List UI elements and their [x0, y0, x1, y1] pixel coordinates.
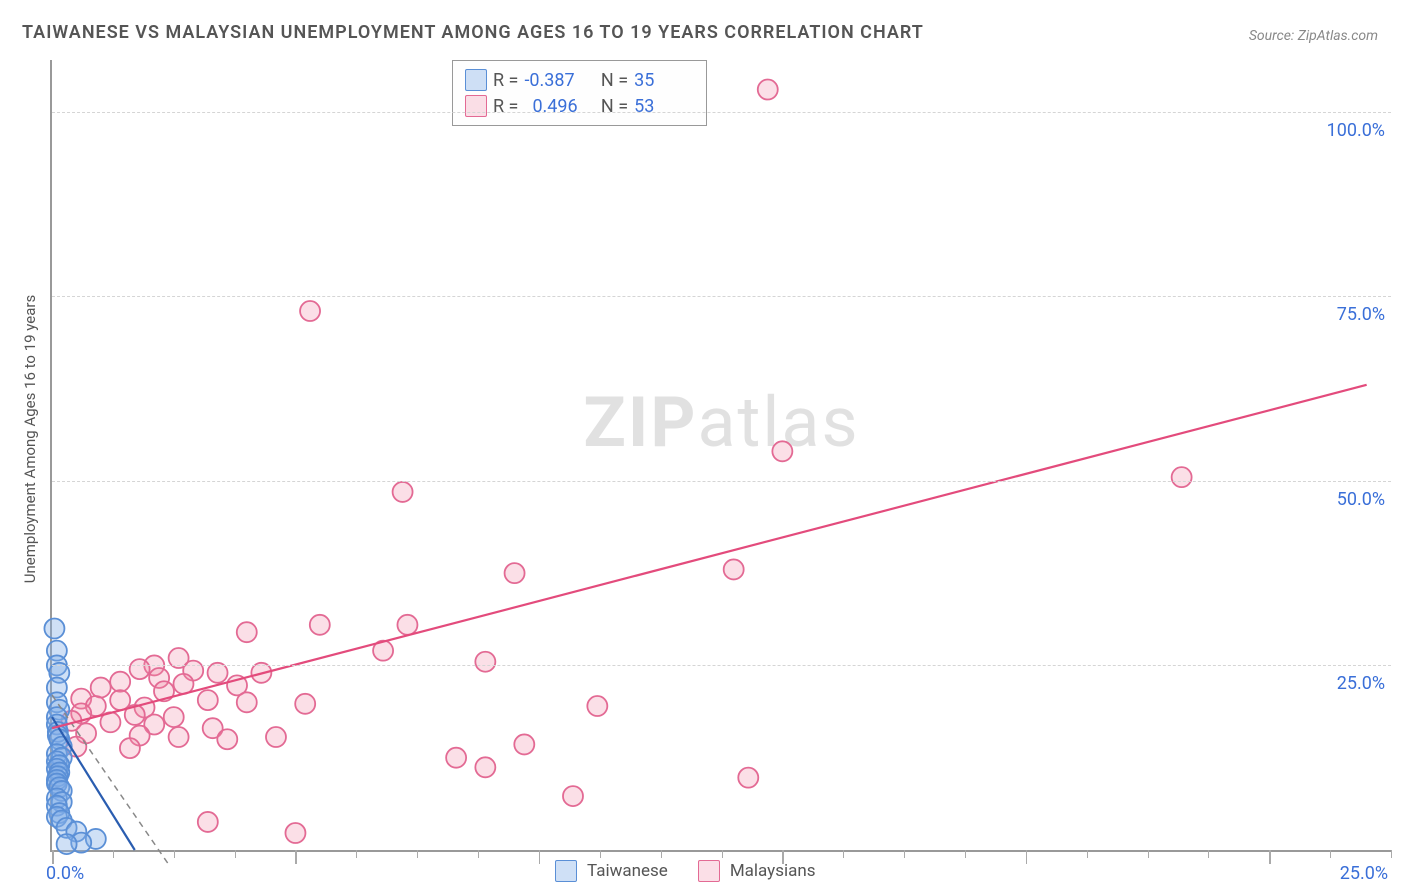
data-point — [57, 834, 77, 854]
data-point — [758, 80, 778, 100]
x-tick — [478, 850, 479, 858]
x-tick — [174, 850, 175, 858]
x-tick — [235, 850, 236, 858]
x-tick — [1269, 850, 1271, 864]
data-point — [393, 482, 413, 502]
stat-n-taiwanese: 35 — [634, 70, 694, 91]
data-point — [300, 301, 320, 321]
x-tick — [113, 850, 114, 858]
x-tick — [356, 850, 357, 858]
data-point — [198, 812, 218, 832]
x-max-label: 25.0% — [1340, 863, 1388, 884]
y-tick-label: 100.0% — [1327, 120, 1385, 141]
x-tick — [600, 850, 601, 858]
stat-label-n: N = — [601, 70, 628, 91]
x-tick — [1391, 850, 1392, 858]
data-point — [738, 768, 758, 788]
stat-label-r: R = — [493, 70, 518, 91]
stat-label-r: R = — [493, 96, 518, 117]
y-tick-label: 75.0% — [1337, 304, 1385, 325]
x-tick — [843, 850, 844, 858]
data-point — [563, 786, 583, 806]
data-point — [120, 738, 140, 758]
x-tick — [1087, 850, 1088, 858]
data-point — [198, 690, 218, 710]
stat-r-taiwanese: -0.387 — [524, 70, 584, 91]
legend-label-malaysians: Malaysians — [730, 861, 816, 881]
chart-container: TAIWANESE VS MALAYSIAN UNEMPLOYMENT AMON… — [0, 0, 1406, 892]
data-point — [91, 678, 111, 698]
data-point — [310, 615, 330, 635]
stats-row-malaysians: R = 0.496 N = 53 — [465, 93, 694, 119]
x-tick — [1330, 850, 1331, 858]
stats-legend: R = -0.387 N = 35 R = 0.496 N = 53 — [452, 60, 707, 126]
x-tick — [539, 850, 541, 864]
x-tick — [1148, 850, 1149, 858]
stat-label-n: N = — [601, 96, 628, 117]
x-tick — [904, 850, 905, 858]
swatch-malaysians — [465, 95, 487, 117]
legend-item-malaysians: Malaysians — [698, 860, 816, 882]
stat-r-malaysians: 0.496 — [524, 96, 584, 117]
data-point — [237, 622, 257, 642]
data-point — [266, 727, 286, 747]
data-point — [217, 729, 237, 749]
gridline — [52, 481, 1391, 482]
gridline — [52, 112, 1391, 113]
x-tick — [722, 850, 723, 858]
chart-title: TAIWANESE VS MALAYSIAN UNEMPLOYMENT AMON… — [22, 22, 924, 43]
data-point — [475, 757, 495, 777]
data-point — [44, 619, 64, 639]
source-link[interactable]: ZipAtlas.com — [1298, 28, 1378, 44]
data-point — [772, 441, 792, 461]
legend-label-taiwanese: Taiwanese — [587, 861, 668, 881]
data-point — [587, 696, 607, 716]
data-point — [164, 707, 184, 727]
plot-area: ZIPatlas R = -0.387 N = 35 R = 0.496 N =… — [50, 60, 1391, 852]
stat-n-malaysians: 53 — [634, 96, 694, 117]
data-point — [446, 748, 466, 768]
data-point — [110, 672, 130, 692]
swatch-taiwanese — [555, 860, 577, 882]
y-axis-label: Unemployment Among Ages 16 to 19 years — [21, 279, 39, 599]
source-attribution: Source: ZipAtlas.com — [1249, 28, 1378, 44]
data-point — [285, 823, 305, 843]
swatch-taiwanese — [465, 69, 487, 91]
data-point — [173, 674, 193, 694]
gridline — [52, 665, 1391, 666]
x-tick — [1026, 850, 1028, 864]
data-point — [505, 563, 525, 583]
x-tick — [965, 850, 966, 858]
data-point — [514, 734, 534, 754]
x-origin-label: 0.0% — [46, 863, 84, 884]
stats-row-taiwanese: R = -0.387 N = 35 — [465, 67, 694, 93]
series-legend: Taiwanese Malaysians — [555, 860, 816, 882]
swatch-malaysians — [698, 860, 720, 882]
data-point — [237, 692, 257, 712]
data-point — [475, 652, 495, 672]
legend-item-taiwanese: Taiwanese — [555, 860, 668, 882]
x-tick — [661, 850, 662, 858]
y-tick-label: 25.0% — [1337, 673, 1385, 694]
plot-svg — [52, 60, 1391, 850]
gridline — [52, 296, 1391, 297]
data-point — [130, 659, 150, 679]
data-point — [1172, 467, 1192, 487]
data-point — [397, 615, 417, 635]
x-tick — [295, 850, 297, 864]
x-tick — [417, 850, 418, 858]
data-point — [295, 694, 315, 714]
y-tick-label: 50.0% — [1337, 489, 1385, 510]
data-point — [724, 559, 744, 579]
source-label: Source: — [1249, 28, 1294, 44]
trend-line — [52, 385, 1367, 728]
x-tick — [1208, 850, 1209, 858]
data-point — [169, 727, 189, 747]
x-tick — [52, 850, 54, 864]
